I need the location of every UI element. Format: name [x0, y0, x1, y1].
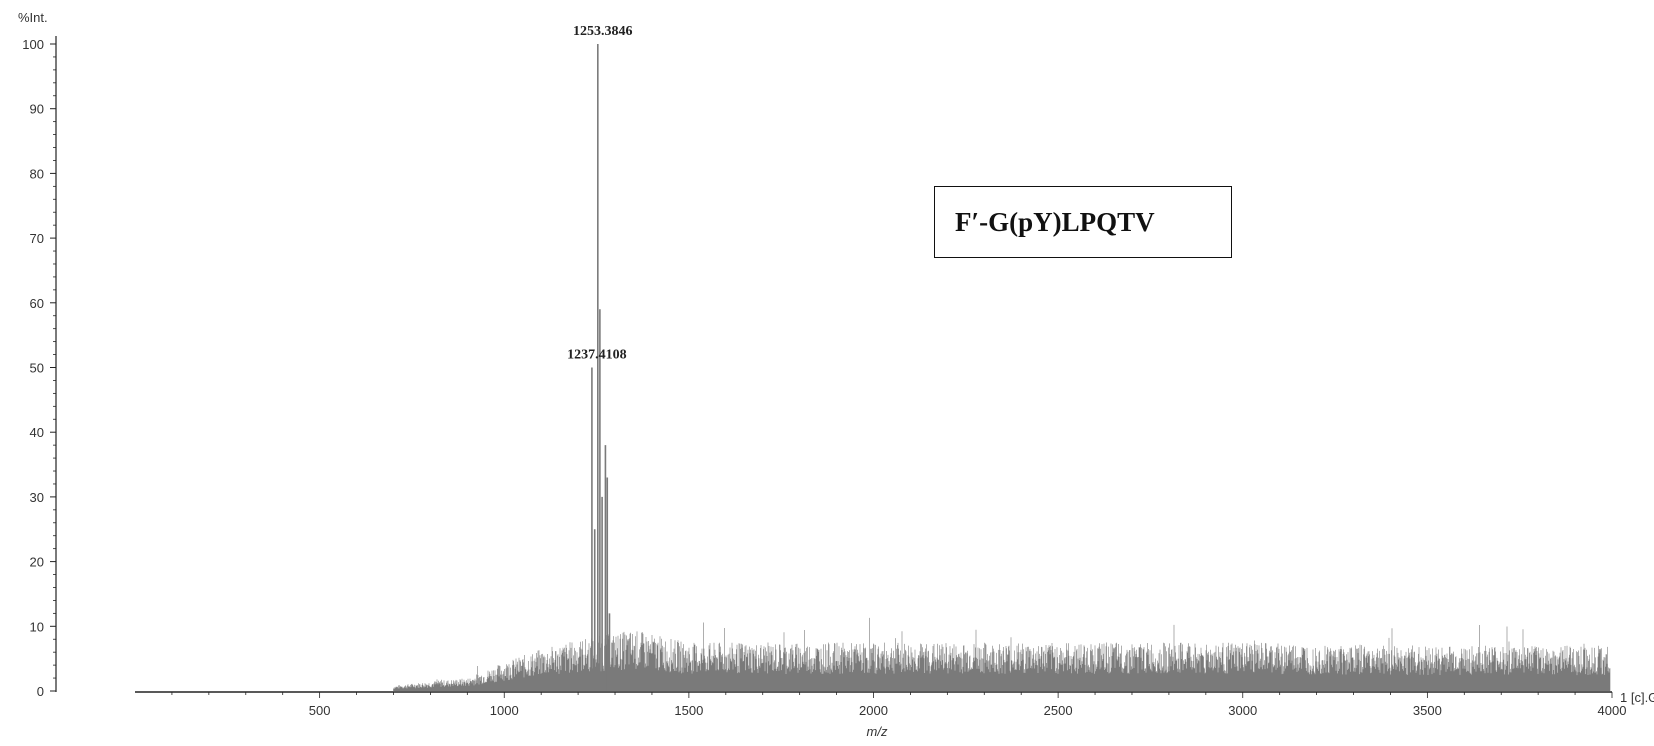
x-tick-label: 2500 — [1044, 703, 1073, 718]
peak-layer: 1253.3846 1237.4108 — [567, 24, 633, 691]
y-tick-label: 90 — [30, 102, 44, 117]
y-tick-label: 80 — [30, 166, 44, 181]
y-tick-label: 100 — [22, 37, 44, 52]
y-tick-label: 60 — [30, 296, 44, 311]
x-tick-label: 4000 — [1598, 703, 1627, 718]
x-tick-label: 3000 — [1228, 703, 1257, 718]
x-tick-label: 3500 — [1413, 703, 1442, 718]
x-tick-label: 500 — [309, 703, 331, 718]
y-tick-label: 30 — [30, 490, 44, 505]
x-axis-title: m/z — [867, 724, 888, 739]
peak-label: 1237.4108 — [567, 348, 627, 363]
y-tick-label: 40 — [30, 425, 44, 440]
y-tick-label: 10 — [30, 619, 44, 634]
edge-label: 1 [c].G — [1620, 690, 1654, 705]
y-tick-label: 50 — [30, 361, 44, 376]
x-tick-label: 1000 — [490, 703, 519, 718]
x-tick-label: 1500 — [674, 703, 703, 718]
y-tick-label: 70 — [30, 231, 44, 246]
y-axis-title: %Int. — [18, 10, 48, 25]
axis-layer: 0 10 20 30 40 50 60 70 80 90 100 500 1000 1500 2000 250… — [22, 36, 1626, 718]
peak-label: 1253.3846 — [573, 24, 633, 39]
peptide-sequence-label: F′-G(pY)LPQTV — [955, 206, 1155, 237]
y-tick-label: 0 — [37, 684, 44, 699]
spectrum-layer — [393, 617, 1611, 691]
y-tick-label: 20 — [30, 555, 44, 570]
x-tick-label: 2000 — [859, 703, 888, 718]
spectrum-noise — [393, 617, 1611, 691]
peptide-annotation-box: F′-G(pY)LPQTV — [934, 186, 1232, 258]
